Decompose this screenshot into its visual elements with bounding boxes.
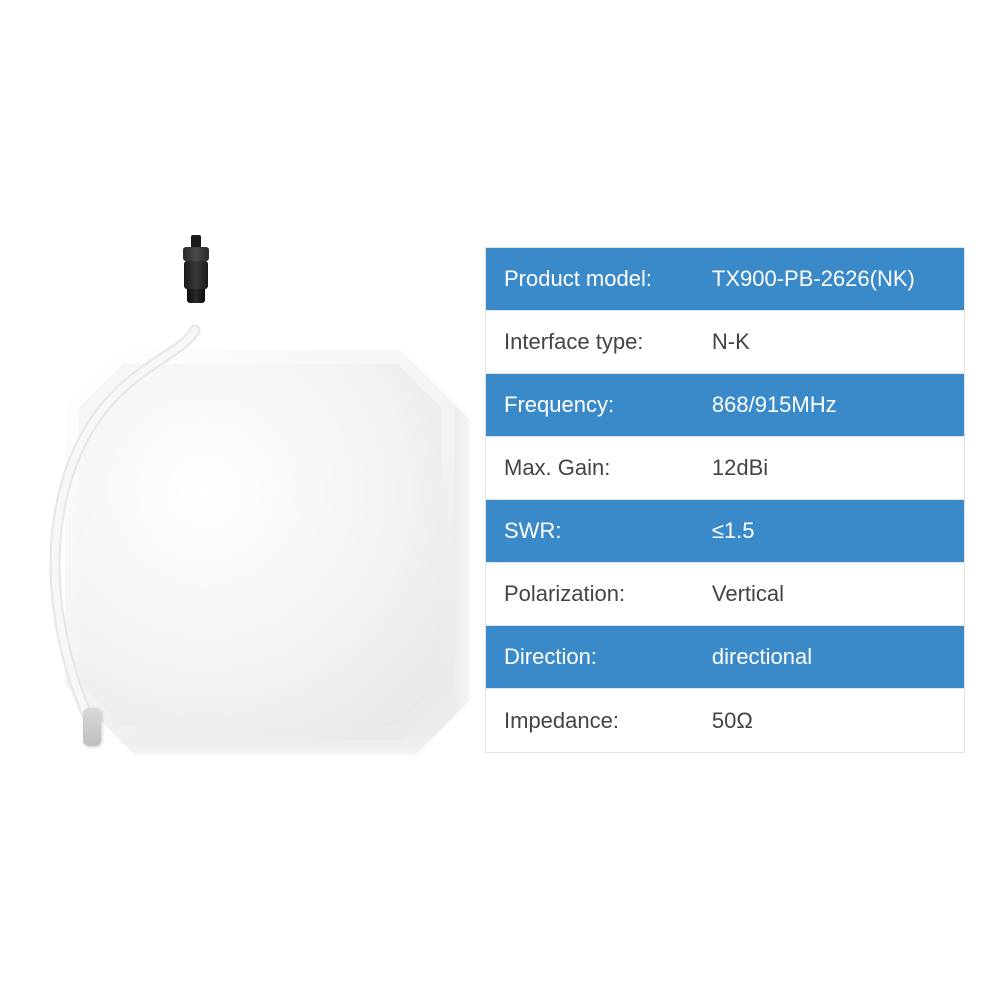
spec-value: 868/915MHz [706,392,964,418]
spec-value: N-K [706,329,964,355]
spec-value: TX900-PB-2626(NK) [706,266,964,292]
spec-label: SWR: [486,518,706,544]
spec-label: Max. Gain: [486,455,706,481]
table-row: Interface type: N-K [486,311,964,374]
table-row: Max. Gain: 12dBi [486,437,964,500]
spec-value: 50Ω [706,708,964,734]
spec-label: Product model: [486,266,706,292]
table-row: SWR: ≤1.5 [486,500,964,563]
product-image [35,230,455,770]
spec-label: Interface type: [486,329,706,355]
spec-label: Impedance: [486,708,706,734]
antenna-port [83,708,101,746]
page-container: Product model: TX900-PB-2626(NK) Interfa… [0,0,1000,1000]
table-row: Impedance: 50Ω [486,689,964,752]
table-row: Direction: directional [486,626,964,689]
spec-table: Product model: TX900-PB-2626(NK) Interfa… [485,247,965,753]
spec-value: ≤1.5 [706,518,964,544]
table-row: Frequency: 868/915MHz [486,374,964,437]
rf-connector-icon [181,235,211,305]
spec-label: Frequency: [486,392,706,418]
table-row: Product model: TX900-PB-2626(NK) [486,248,964,311]
spec-value: 12dBi [706,455,964,481]
table-row: Polarization: Vertical [486,563,964,626]
antenna-cable [25,270,225,750]
spec-value: directional [706,644,964,670]
spec-label: Direction: [486,644,706,670]
spec-label: Polarization: [486,581,706,607]
spec-value: Vertical [706,581,964,607]
